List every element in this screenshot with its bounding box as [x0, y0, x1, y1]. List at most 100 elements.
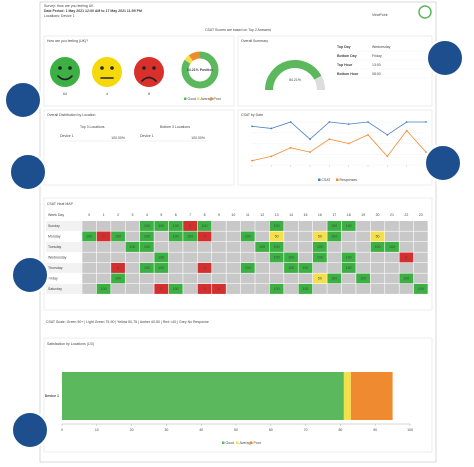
heat-cell [341, 242, 356, 252]
bar-segment [62, 372, 344, 420]
heat-cell [370, 242, 385, 252]
cell-label: 0 [218, 287, 220, 291]
day-label: Friday [48, 277, 58, 281]
survey: Survey: How are you feeling UK [44, 4, 94, 8]
heat-cell [370, 252, 385, 263]
cell-label: 100 [346, 224, 352, 228]
cell-label: 100 [173, 287, 179, 291]
heat-cell [212, 221, 226, 231]
x-tick-label: 10 [95, 428, 99, 432]
cell-label: 100 [130, 245, 136, 249]
point [347, 123, 350, 126]
heat-cell [341, 263, 356, 273]
heat-cell [125, 273, 140, 284]
x-tick-label: 90 [373, 428, 377, 432]
location-score: 100.00% [111, 136, 125, 140]
hour-label: 21 [390, 213, 394, 217]
heat-cell [312, 231, 327, 242]
heat-cell [226, 242, 241, 252]
heat-cell [356, 242, 371, 252]
heat-cell [226, 284, 241, 294]
heat-cell [341, 221, 356, 231]
callout [426, 39, 464, 77]
heat-cell [240, 263, 255, 273]
heat-cell [240, 231, 255, 242]
heat-cell [385, 221, 399, 231]
heat-cell [298, 231, 313, 242]
cell-label: 100 [173, 224, 179, 228]
heat-cell [298, 252, 313, 263]
legend-label: Poor [214, 97, 222, 101]
heat-cell [327, 242, 342, 252]
cell-label: 100 [317, 256, 323, 260]
heat-cell [139, 284, 154, 294]
legend-label: Good [188, 97, 197, 101]
cell-label: 100 [331, 235, 337, 239]
cell-label: 100 [288, 266, 294, 270]
point [251, 159, 253, 162]
heat-cell [125, 231, 140, 242]
heat-cell [240, 273, 255, 284]
day-label: Sunday [48, 224, 60, 228]
heat-cell [125, 221, 140, 231]
heat-cell [183, 284, 198, 294]
point [289, 146, 292, 149]
heat-cell [284, 231, 298, 242]
locations: Locations: Device 1 [44, 14, 75, 18]
point [425, 121, 427, 123]
column-heading: Bottom 3 Locations [160, 125, 190, 129]
cell-label: 50 [376, 235, 380, 239]
panel-title: Overall Distribution by Location [47, 113, 95, 117]
day-label: Saturday [48, 287, 62, 291]
cell-label: 0 [117, 266, 119, 270]
heat-cell [298, 284, 313, 294]
heat-cell [154, 273, 169, 284]
callout-number: 2 [444, 57, 446, 61]
heat-cell [327, 221, 342, 231]
face-count: 8 [148, 92, 150, 96]
cell-label: 100 [274, 256, 280, 260]
heat-cell [240, 221, 255, 231]
hour-label: 8 [204, 213, 206, 217]
cell-label: 100 [303, 287, 309, 291]
hour-label: 18 [347, 213, 351, 217]
legend-swatch [336, 178, 339, 181]
heat-cell [298, 221, 313, 231]
x-tick-label: 60 [269, 428, 273, 432]
heat-cell [197, 252, 212, 263]
summary-value: Friday [372, 54, 382, 58]
heat-cell [341, 284, 356, 294]
legend-swatch [222, 441, 225, 444]
cell-label: 100 [331, 224, 337, 228]
heat-cell [255, 273, 270, 284]
eye [100, 66, 104, 70]
point [405, 121, 408, 123]
x-tick-label: 30 [164, 428, 168, 432]
cell-label: 100 [144, 224, 150, 228]
heat-cell [168, 231, 183, 242]
heat-cell [212, 263, 226, 273]
cell-label: 0 [160, 287, 162, 291]
heat-cell [255, 284, 270, 294]
panel [237, 109, 433, 186]
callout [9, 153, 47, 191]
hour-label: 2 [117, 213, 119, 217]
heat-cell [125, 284, 140, 294]
heat-cell [183, 263, 198, 273]
heat-cell [82, 263, 97, 273]
cell-label: 100 [346, 266, 352, 270]
point [367, 121, 369, 123]
location-name: Device 1 [140, 134, 154, 138]
location-score: 100.00% [191, 136, 205, 140]
heat-cell [111, 231, 125, 242]
heat-cell [370, 221, 385, 231]
heat-cell [139, 273, 154, 284]
heat-cell [327, 273, 342, 284]
heat-cell [312, 252, 327, 263]
bar-segment [343, 372, 351, 420]
row-bg [46, 252, 82, 263]
eye [152, 66, 156, 70]
cell-label: 0 [405, 256, 407, 260]
cell-label: 100 [303, 266, 309, 270]
